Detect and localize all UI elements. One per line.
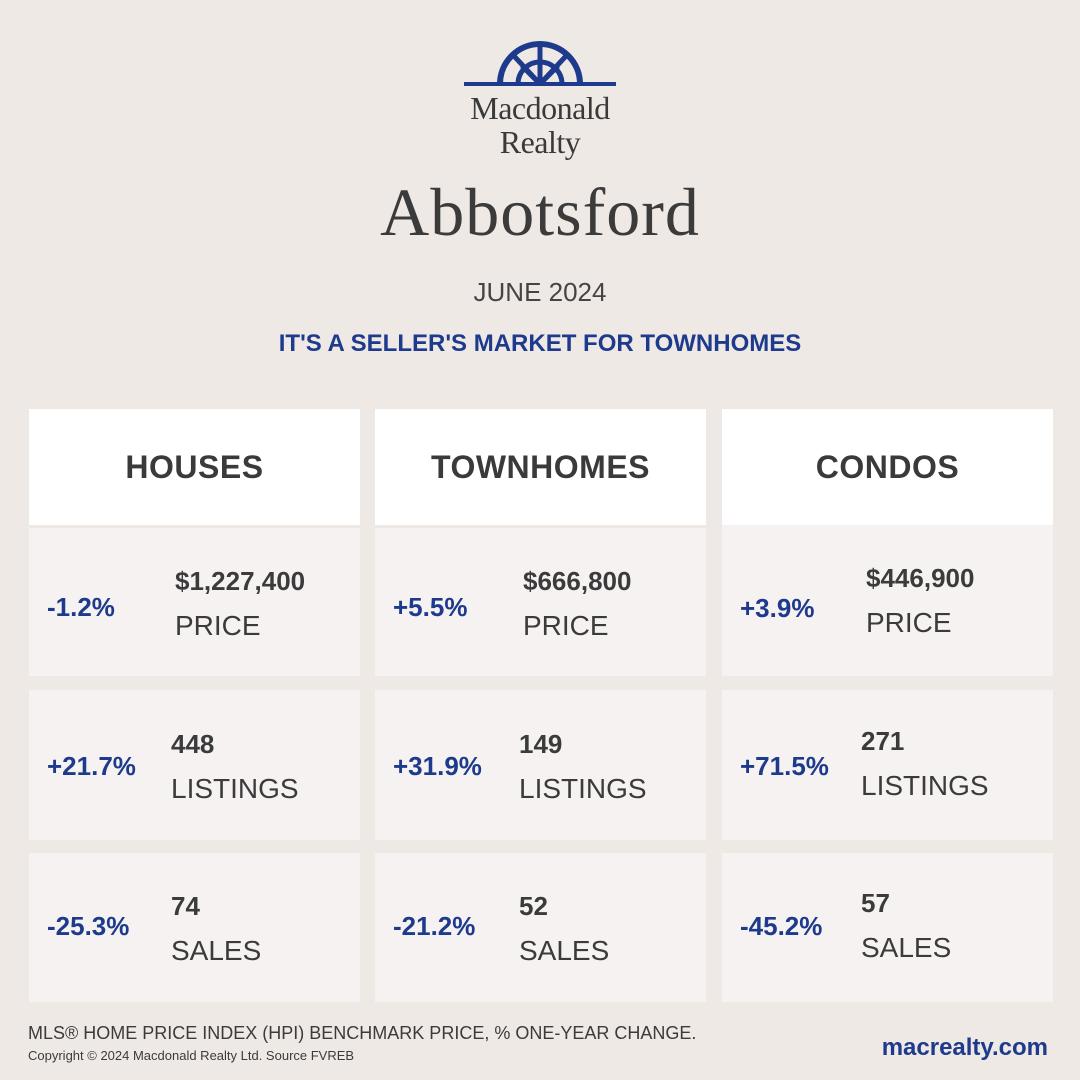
price-value: $1,227,400 [175, 566, 306, 596]
price-change: +3.9% [740, 593, 815, 623]
column-title: HOUSES [29, 409, 360, 525]
price-cell: +5.5% $666,800 PRICE [375, 528, 706, 676]
sales-change: -21.2% [393, 911, 476, 941]
sales-value: 74 [171, 891, 200, 921]
listings-label: LISTINGS [519, 773, 647, 804]
price-change: +5.5% [393, 592, 468, 622]
listings-change: +31.9% [393, 751, 482, 781]
website-link[interactable]: macrealty.com [881, 1034, 1048, 1061]
column-title: CONDOS [722, 409, 1053, 525]
sales-label: SALES [171, 935, 262, 966]
report-month: JUNE 2024 [473, 277, 607, 307]
logo-text-realty: Realty [499, 124, 581, 160]
sales-change: -45.2% [740, 911, 823, 941]
listings-change: +71.5% [740, 751, 829, 781]
price-label: PRICE [523, 610, 609, 641]
market-headline: IT'S A SELLER'S MARKET FOR TOWNHOMES [278, 330, 802, 357]
listings-cell: +31.9% 149 LISTINGS [375, 690, 706, 840]
price-value: $446,900 [866, 563, 975, 593]
price-label: PRICE [866, 607, 952, 638]
column-condos: CONDOS +3.9% $446,900 PRICE +71.5% 271 L… [722, 409, 1053, 1002]
sales-cell: -21.2% 52 SALES [375, 853, 706, 1002]
listings-change: +21.7% [47, 751, 136, 781]
price-value: $666,800 [523, 566, 632, 596]
copyright-text: Copyright © 2024 Macdonald Realty Ltd. S… [28, 1048, 355, 1063]
sales-label: SALES [519, 935, 610, 966]
hpi-footnote: MLS® HOME PRICE INDEX (HPI) BENCHMARK PR… [28, 1023, 697, 1043]
price-label: PRICE [175, 610, 261, 641]
price-cell: -1.2% $1,227,400 PRICE [29, 528, 360, 676]
listings-value: 149 [519, 729, 563, 759]
sales-cell: -25.3% 74 SALES [29, 853, 360, 1002]
listings-label: LISTINGS [861, 770, 989, 801]
logo-text-macdonald: Macdonald [470, 90, 610, 126]
listings-value: 448 [171, 729, 215, 759]
column-townhomes: TOWNHOMES +5.5% $666,800 PRICE +31.9% 14… [375, 409, 706, 1002]
sunburst-logo-icon [464, 41, 616, 86]
price-cell: +3.9% $446,900 PRICE [722, 525, 1053, 676]
sales-change: -25.3% [47, 911, 130, 941]
sales-value: 52 [519, 891, 548, 921]
listings-cell: +21.7% 448 LISTINGS [29, 690, 360, 840]
price-change: -1.2% [47, 592, 115, 622]
listings-cell: +71.5% 271 LISTINGS [722, 690, 1053, 840]
column-houses: HOUSES -1.2% $1,227,400 PRICE +21.7% 448… [29, 409, 360, 1002]
column-title: TOWNHOMES [375, 409, 706, 525]
sales-label: SALES [861, 932, 952, 963]
listings-label: LISTINGS [171, 773, 299, 804]
sales-cell: -45.2% 57 SALES [722, 853, 1053, 1002]
city-title: Abbotsford [380, 174, 700, 250]
listings-value: 271 [861, 726, 905, 756]
sales-value: 57 [861, 888, 890, 918]
brand-logo: Macdonald Realty [460, 40, 620, 165]
